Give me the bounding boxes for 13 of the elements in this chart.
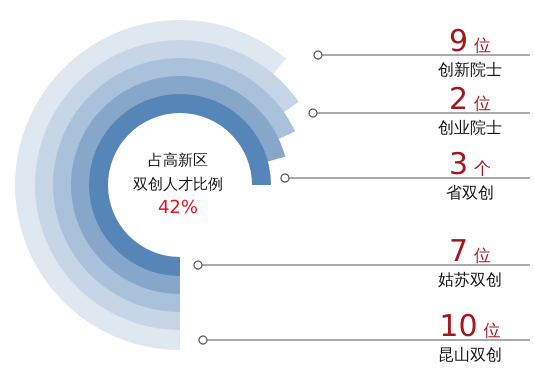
category-label: 创新院士 (438, 60, 502, 79)
data-label: 10 位 (439, 309, 501, 344)
category-label: 省双创 (446, 183, 494, 202)
text: 42% (158, 197, 198, 218)
data-label: 9 位 (448, 24, 492, 59)
data-label: 3 个 (448, 147, 492, 182)
category-label: 昆山双创 (438, 345, 502, 364)
text: 双创人才比例 (133, 175, 223, 193)
data-label: 2 位 (448, 82, 492, 117)
category-label: 创业院士 (438, 118, 502, 137)
category-label: 姑苏双创 (438, 270, 502, 289)
data-label: 7 位 (448, 234, 492, 269)
text: 占高新区 (148, 151, 208, 169)
